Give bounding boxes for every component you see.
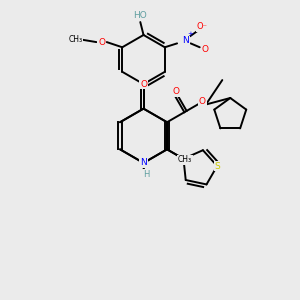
Text: HO: HO (134, 11, 147, 20)
Text: CH₃: CH₃ (178, 155, 192, 164)
Text: +: + (188, 31, 194, 37)
Text: H: H (144, 170, 150, 179)
Text: S: S (214, 161, 220, 170)
Text: O: O (172, 87, 179, 96)
Text: CH₃: CH₃ (69, 35, 83, 44)
Text: O: O (201, 45, 208, 54)
Text: O⁻: O⁻ (197, 22, 208, 31)
Text: O: O (199, 98, 206, 106)
Text: N: N (140, 158, 147, 167)
Text: O: O (98, 38, 105, 46)
Text: N: N (182, 36, 189, 45)
Text: O: O (140, 80, 147, 88)
